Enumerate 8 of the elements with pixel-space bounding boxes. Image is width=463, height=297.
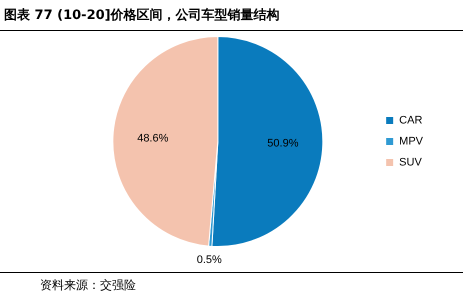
legend-label: MPV <box>399 136 424 148</box>
legend-label: CAR <box>399 114 422 127</box>
data-label: 0.5% <box>196 254 222 266</box>
data-label: 50.9% <box>267 137 299 150</box>
chart-title: 图表 77 (10-20]价格区间，公司车型销量结构 <box>4 6 280 24</box>
legend-label: SUV <box>399 156 422 169</box>
data-label: 48.6% <box>137 132 169 145</box>
text: 资料来源：交强险 <box>40 277 136 294</box>
